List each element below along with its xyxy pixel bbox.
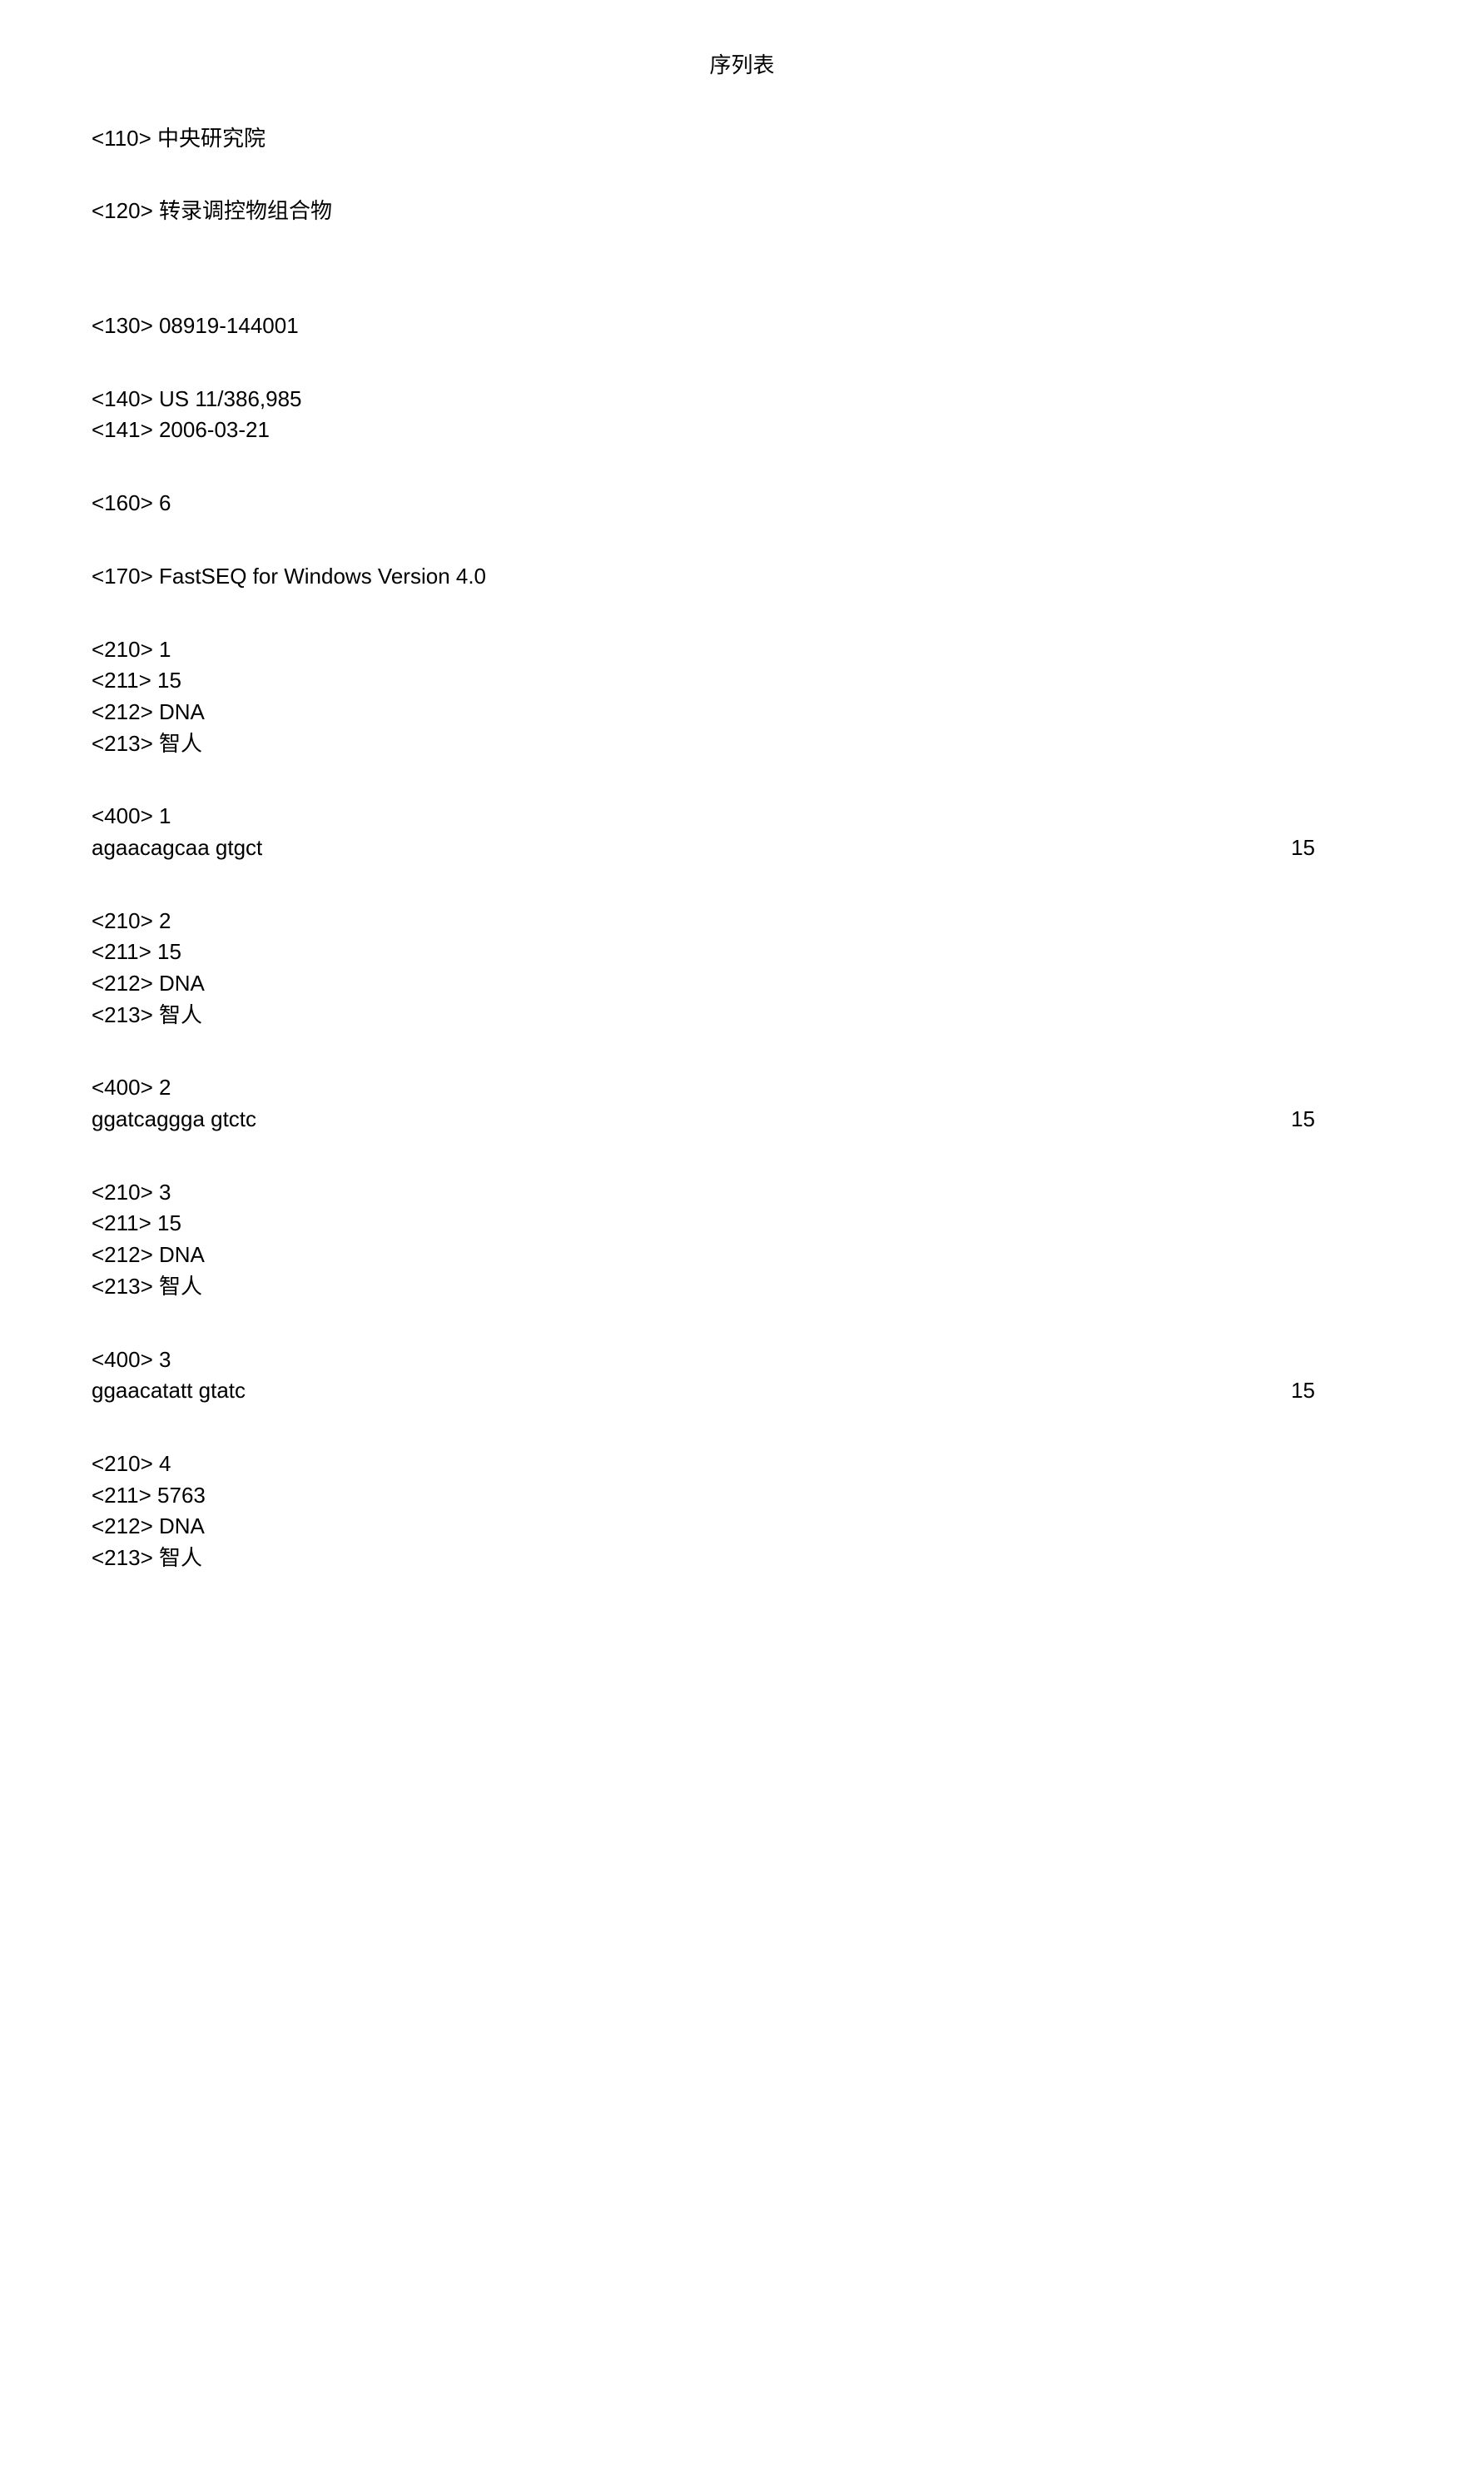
seq1-row: agaacagcaa gtgct 15 (92, 832, 1315, 864)
seq1-data: <400> 1 agaacagcaa gtgct 15 (92, 801, 1392, 863)
seq1-400: <400> 1 (92, 801, 1392, 832)
seq1-211: <211> 15 (92, 665, 1392, 697)
seq3-data: <400> 3 ggaacatatt gtatc 15 (92, 1344, 1392, 1407)
field-140: <140> US 11/386,985 (92, 384, 1392, 415)
header-120: <120> 转录调控物组合物 (92, 196, 1392, 227)
seq1-number: 15 (1291, 832, 1315, 864)
seq4-213: <213> 智人 (92, 1543, 1392, 1574)
seq2-sequence: ggatcaggga gtctc (92, 1104, 256, 1136)
field-170: <170> FastSEQ for Windows Version 4.0 (92, 561, 1392, 593)
seq3-213: <213> 智人 (92, 1271, 1392, 1303)
header-140-141: <140> US 11/386,985 <141> 2006-03-21 (92, 384, 1392, 446)
seq4-header: <210> 4 <211> 5763 <212> DNA <213> 智人 (92, 1449, 1392, 1574)
seq3-number: 15 (1291, 1375, 1315, 1407)
header-130: <130> 08919-144001 (92, 311, 1392, 342)
seq3-210: <210> 3 (92, 1177, 1392, 1209)
page-title: 序列表 (92, 50, 1392, 82)
seq3-header: <210> 3 <211> 15 <212> DNA <213> 智人 (92, 1177, 1392, 1303)
seq4-211: <211> 5763 (92, 1480, 1392, 1512)
seq2-211: <211> 15 (92, 937, 1392, 968)
header-160: <160> 6 (92, 488, 1392, 519)
field-160: <160> 6 (92, 488, 1392, 519)
seq2-data: <400> 2 ggatcaggga gtctc 15 (92, 1072, 1392, 1135)
header-170: <170> FastSEQ for Windows Version 4.0 (92, 561, 1392, 593)
field-141: <141> 2006-03-21 (92, 415, 1392, 446)
seq2-212: <212> DNA (92, 968, 1392, 1000)
seq1-sequence: agaacagcaa gtgct (92, 832, 262, 864)
seq4-210: <210> 4 (92, 1449, 1392, 1480)
seq1-210: <210> 1 (92, 634, 1392, 666)
header-110: <110> 中央研究院 (92, 123, 1392, 155)
seq1-212: <212> DNA (92, 697, 1392, 728)
field-110: <110> 中央研究院 (92, 123, 1392, 155)
seq3-sequence: ggaacatatt gtatc (92, 1375, 246, 1407)
seq3-row: ggaacatatt gtatc 15 (92, 1375, 1315, 1407)
seq3-400: <400> 3 (92, 1344, 1392, 1376)
seq1-header: <210> 1 <211> 15 <212> DNA <213> 智人 (92, 634, 1392, 760)
field-120: <120> 转录调控物组合物 (92, 196, 1392, 227)
seq2-header: <210> 2 <211> 15 <212> DNA <213> 智人 (92, 906, 1392, 1031)
seq2-213: <213> 智人 (92, 1000, 1392, 1031)
field-130: <130> 08919-144001 (92, 311, 1392, 342)
seq3-211: <211> 15 (92, 1208, 1392, 1240)
seq1-213: <213> 智人 (92, 728, 1392, 760)
seq3-212: <212> DNA (92, 1240, 1392, 1271)
seq2-210: <210> 2 (92, 906, 1392, 937)
seq2-number: 15 (1291, 1104, 1315, 1136)
seq4-212: <212> DNA (92, 1511, 1392, 1543)
seq2-400: <400> 2 (92, 1072, 1392, 1104)
seq2-row: ggatcaggga gtctc 15 (92, 1104, 1315, 1136)
